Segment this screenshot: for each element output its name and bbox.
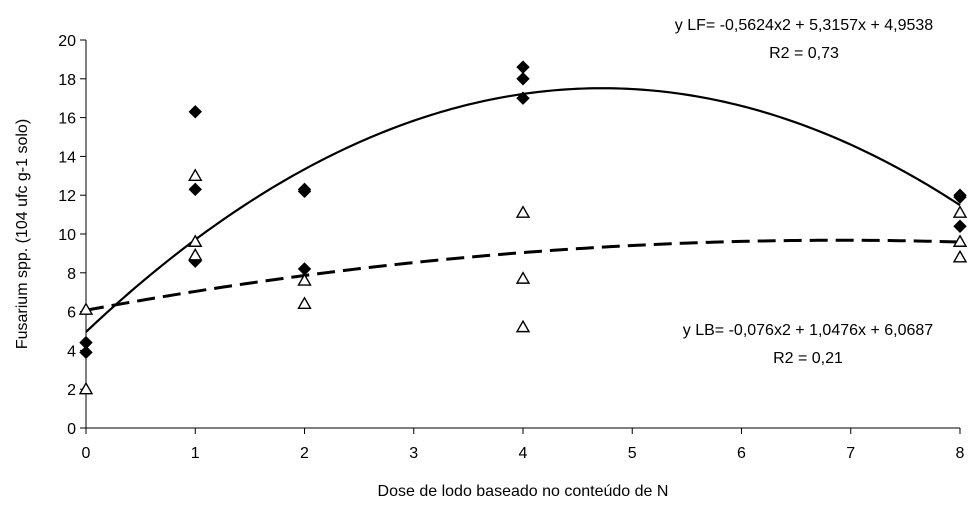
point-lf: [297, 262, 312, 276]
y-tick-label: 16: [58, 111, 76, 128]
x-tick-label: 6: [737, 445, 746, 462]
y-tick-label: 2: [67, 382, 76, 399]
point-lb: [952, 234, 968, 247]
point-lb: [297, 273, 312, 286]
point-lb: [78, 381, 94, 395]
x-tick-label: 8: [956, 445, 965, 462]
x-tick-label: 5: [628, 445, 637, 462]
point-lb: [78, 302, 94, 315]
point-lf: [516, 72, 530, 86]
point-lf: [953, 190, 967, 204]
point-lb: [515, 205, 531, 218]
y-tick-label: 18: [58, 72, 76, 89]
point-lb: [297, 296, 312, 310]
x-axis-label: Dose de lodo baseado no conteúdo de N: [378, 483, 669, 500]
y-tick-label: 0: [67, 421, 76, 438]
equation-lf: y LF= -0,5624x2 + 5,3157x + 4,9538: [675, 17, 934, 34]
point-lf: [188, 105, 202, 119]
point-lb: [188, 168, 203, 181]
y-ticks: 0 2 4 6 8 10 12 14 16 18 20: [58, 33, 86, 438]
point-lb: [952, 205, 968, 218]
point-lb: [952, 249, 968, 263]
x-tick-label: 3: [409, 445, 418, 462]
r2-lb: R2 = 0,21: [773, 350, 843, 367]
x-tick-label: 4: [519, 445, 528, 462]
fit-curve-lb: [85, 238, 961, 312]
point-lb: [515, 319, 531, 333]
y-tick-label: 12: [58, 188, 76, 205]
x-ticks: 0 1 2 3 4 5 6 7 8: [82, 428, 965, 462]
y-tick-label: 6: [67, 305, 76, 322]
x-tick-label: 7: [846, 445, 855, 462]
point-lb: [188, 247, 203, 261]
x-tick-label: 2: [300, 445, 309, 462]
y-tick-label: 8: [67, 266, 76, 283]
y-tick-label: 4: [67, 343, 76, 360]
point-lf: [297, 184, 312, 199]
point-lb: [515, 271, 531, 284]
y-tick-label: 20: [58, 33, 76, 50]
point-lf: [79, 345, 93, 360]
r2-lf: R2 = 0,73: [769, 45, 839, 62]
y-axis-label: Fusarium spp. (104 ufc g-1 solo): [14, 119, 31, 349]
point-lf: [953, 219, 967, 233]
y-tick-label: 14: [58, 149, 76, 166]
x-tick-label: 0: [82, 445, 91, 462]
data-points: [78, 60, 968, 395]
equation-lb: y LB= -0,076x2 + 1,0476x + 6,0687: [683, 322, 934, 339]
point-lb: [188, 234, 203, 247]
point-lf: [516, 60, 530, 74]
x-tick-label: 1: [191, 445, 200, 462]
point-lf: [516, 91, 530, 105]
y-tick-label: 10: [58, 227, 76, 244]
point-lf: [188, 182, 202, 197]
